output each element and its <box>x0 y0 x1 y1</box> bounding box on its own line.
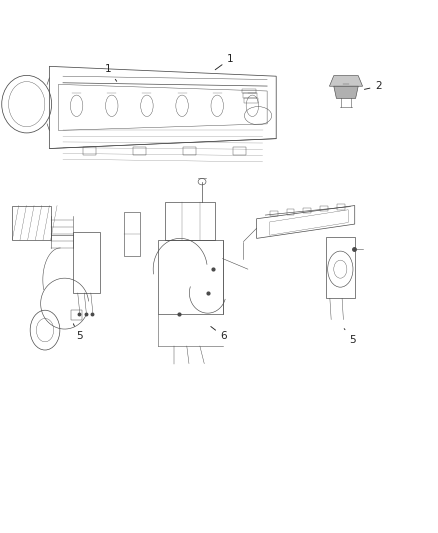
Polygon shape <box>328 76 362 86</box>
Bar <box>233 147 245 155</box>
Bar <box>336 205 344 210</box>
Bar <box>303 208 311 213</box>
Polygon shape <box>333 86 357 99</box>
Text: 5: 5 <box>73 324 82 342</box>
Bar <box>71 310 82 319</box>
Text: 1: 1 <box>215 54 233 70</box>
Text: 5: 5 <box>343 329 355 345</box>
Text: 2: 2 <box>364 81 381 91</box>
Bar <box>320 206 328 212</box>
Bar <box>269 211 277 216</box>
Bar <box>242 88 255 93</box>
Bar <box>244 99 257 102</box>
Bar <box>243 93 256 98</box>
Bar <box>286 209 294 215</box>
Bar <box>83 147 95 155</box>
Text: 6: 6 <box>210 327 226 342</box>
Text: 1: 1 <box>105 64 117 82</box>
Bar <box>133 147 145 155</box>
Bar <box>183 147 195 155</box>
